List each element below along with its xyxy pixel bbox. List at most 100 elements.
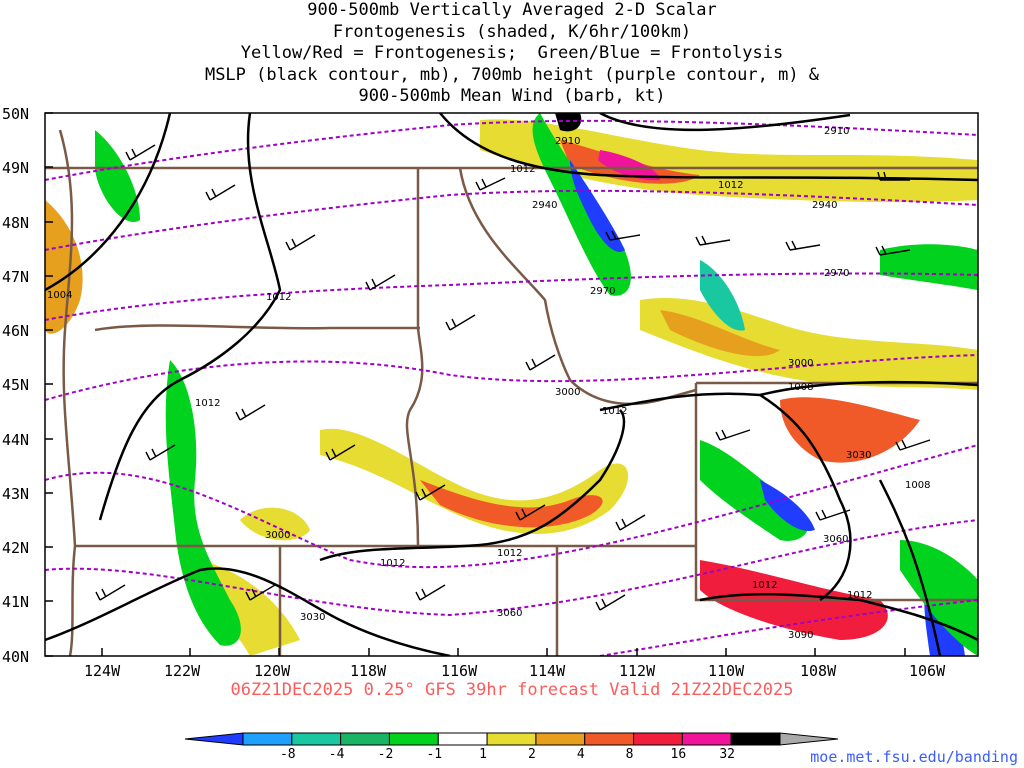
colorbar-swatch <box>242 732 293 746</box>
colorbar-swatch <box>535 732 586 746</box>
mslp-label: 1012 <box>847 590 872 601</box>
wind-barb <box>325 444 356 461</box>
lon-label: 110W <box>708 662 745 680</box>
state-borders <box>45 129 978 656</box>
wind-barb <box>615 514 646 531</box>
mslp-label: 1012 <box>752 580 777 591</box>
lon-label: 106W <box>909 662 946 680</box>
lat-label: 44N <box>2 431 29 449</box>
title-line-2: Frontogenesis (shaded, K/6hr/100km) <box>332 21 692 42</box>
mslp-1012-west <box>98 113 282 521</box>
height-label: 3030 <box>846 450 871 461</box>
wind-barb <box>475 177 506 191</box>
colorbar-swatch <box>730 732 781 746</box>
height-label: 3000 <box>788 358 813 369</box>
height-label: 3000 <box>555 387 580 398</box>
fgen-pink-north <box>598 150 660 181</box>
mslp-label: 1004 <box>47 290 72 301</box>
contour-labels: 1012 1012 1012 1012 1004 1012 1012 1012 … <box>47 126 930 641</box>
wind-barb <box>235 404 266 421</box>
lat-labels: 50N 49N 48N 47N 46N 45N 44N 43N 42N 41N … <box>2 105 29 666</box>
fgen-band-center <box>240 507 310 541</box>
mslp-1004-west <box>45 113 172 292</box>
height-label: 2970 <box>824 268 849 279</box>
fgen-band-north <box>480 119 978 203</box>
colorbar-label: -2 <box>378 747 394 762</box>
wind-barb <box>695 235 731 246</box>
wind-barb <box>605 230 641 241</box>
mslp-1012-top <box>599 113 851 132</box>
lat-label: 49N <box>2 159 29 177</box>
mslp-1008-se <box>878 479 942 656</box>
mslp-1012-center <box>319 409 626 562</box>
lon-label: 118W <box>350 662 387 680</box>
height-label: 2940 <box>812 200 837 211</box>
colorbar-label: 8 <box>626 747 634 762</box>
lon-label: 116W <box>441 662 478 680</box>
mslp-contours <box>45 113 978 656</box>
mslp-label: 1012 <box>266 292 291 303</box>
border-coast <box>58 129 77 656</box>
fgen-core-montana <box>660 310 780 357</box>
mslp-1008-east <box>759 380 978 397</box>
title-line-4: MSLP (black contour, mb), 700mb height (… <box>204 64 820 85</box>
fgen-max-top <box>555 113 582 132</box>
mslp-1012-se <box>699 593 978 642</box>
wind-barb <box>895 439 931 451</box>
colorbar-label: -1 <box>426 747 442 762</box>
border-nevada <box>278 546 559 656</box>
lon-label: 124W <box>84 662 121 680</box>
valid-time-line: 06Z21DEC2025 0.25° GFS 39hr forecast Val… <box>230 680 794 700</box>
colorbar-label: 4 <box>577 747 585 762</box>
wind-barb <box>145 444 176 461</box>
border-oregon-north <box>94 324 420 332</box>
colorbar-label: -4 <box>329 747 345 762</box>
mslp-label: 1012 <box>510 164 535 175</box>
lat-axis <box>45 112 53 657</box>
colorbar-swatch <box>584 732 635 746</box>
height-label: 2940 <box>532 200 557 211</box>
colorbar-label: -8 <box>280 747 296 762</box>
lat-label: 46N <box>2 322 29 340</box>
height-label: 2970 <box>590 286 615 297</box>
lat-label: 47N <box>2 268 29 286</box>
height-label: 2910 <box>824 126 849 137</box>
height-label: 3060 <box>497 608 522 619</box>
colorbar: -8 -4 -2 -1 1 2 4 8 16 32 <box>184 732 839 762</box>
colorbar-label: 32 <box>719 747 735 762</box>
wind-barb <box>595 594 626 611</box>
flys-core-northcentral <box>570 160 625 252</box>
height-2970 <box>45 272 978 321</box>
flys-band-wyoming <box>700 440 809 541</box>
colorbar-label: 16 <box>671 747 687 762</box>
wind-barb <box>365 274 396 291</box>
mslp-1012-sw <box>45 567 451 656</box>
flys-band-northcentral <box>532 113 631 296</box>
colorbar-label: 2 <box>528 747 536 762</box>
wind-barb <box>525 354 556 371</box>
mslp-label: 1012 <box>195 398 220 409</box>
lat-label: 48N <box>2 214 29 232</box>
colorbar-swatch <box>340 732 390 746</box>
colorbar-min-triangle <box>184 732 244 746</box>
lon-label: 122W <box>164 662 201 680</box>
lon-labels: 124W 122W 120W 118W 116W 114W 112W 110W … <box>84 662 946 680</box>
credit-url[interactable]: moe.met.fsu.edu/banding <box>810 748 1018 766</box>
wind-barb <box>415 584 446 601</box>
mslp-label: 1012 <box>497 548 522 559</box>
wind-barb <box>515 504 546 521</box>
wind-barb <box>285 234 316 251</box>
title-line-5: 900-500mb Mean Wind (barb, kt) <box>358 86 666 106</box>
lat-label: 42N <box>2 539 29 557</box>
mslp-1012-north <box>439 113 978 182</box>
wind-barb <box>715 429 751 441</box>
lat-label: 50N <box>2 105 29 123</box>
fgen-band-wyoming <box>780 397 920 463</box>
mslp-1012-east <box>599 392 852 602</box>
height-3030 <box>45 444 978 569</box>
height-label: 2910 <box>555 136 580 147</box>
lat-label: 41N <box>2 593 29 611</box>
colorbar-swatch <box>437 732 488 746</box>
title-line-3: Yellow/Red = Frontogenesis; Green/Blue =… <box>240 43 784 63</box>
